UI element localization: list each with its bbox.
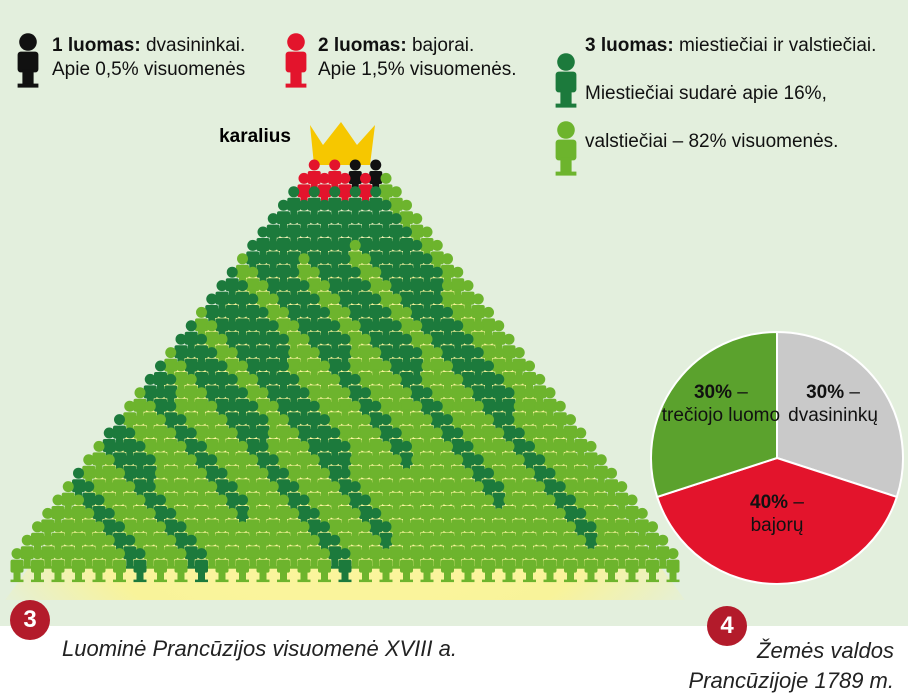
figure bbox=[667, 548, 680, 582]
page: karalius 1 luomas: dvasininkai. Apie 0,5%… bbox=[0, 0, 908, 698]
pie bbox=[651, 332, 903, 584]
legend-text: miestiečiai ir valstiečiai. bbox=[679, 35, 876, 56]
legend-note: valstiečiai – 82% visuomenės. bbox=[585, 130, 838, 154]
category: trečiojo luomo bbox=[662, 405, 780, 426]
legend-note: Apie 1,5% visuomenės. bbox=[318, 59, 517, 80]
value-label: 30% bbox=[806, 382, 844, 403]
legend-2: 2 luomas: bajorai. Apie 1,5% visuomenės. bbox=[318, 34, 517, 82]
legend-3: 3 luomas: miestiečiai ir valstiečiai. bbox=[585, 34, 876, 58]
separator: – bbox=[793, 492, 804, 513]
legend-text: bajorai. bbox=[412, 35, 474, 56]
figure bbox=[556, 121, 577, 175]
value-label: 40% bbox=[750, 492, 788, 513]
legend-bold: 2 luomas: bbox=[318, 35, 407, 56]
legend-bold: 3 luomas: bbox=[585, 35, 674, 56]
legend-note: Apie 0,5% visuomenės bbox=[52, 59, 245, 80]
pie-label: 40% –bajorų bbox=[717, 491, 837, 537]
category: bajorų bbox=[751, 515, 804, 536]
pie-label: 30% –dvasininkų bbox=[773, 381, 893, 427]
legend-note: Miestiečiai sudarė apie 16%, bbox=[585, 82, 827, 106]
king-label: karalius bbox=[219, 126, 291, 147]
crown bbox=[310, 122, 375, 165]
value-label: 30% bbox=[694, 382, 732, 403]
separator: – bbox=[849, 382, 860, 403]
figure bbox=[556, 53, 577, 107]
figure bbox=[18, 33, 39, 87]
category: dvasininkų bbox=[788, 405, 878, 426]
legend-bold: 1 luomas: bbox=[52, 35, 141, 56]
figure bbox=[286, 33, 307, 87]
pie-label: 30% –trečiojo luomo bbox=[661, 381, 781, 427]
separator: – bbox=[737, 382, 748, 403]
legend-text: dvasininkai. bbox=[146, 35, 245, 56]
caption: Žemės valdos Prancūzijoje 1789 m. bbox=[679, 636, 894, 696]
legend-1: 1 luomas: dvasininkai. Apie 0,5% visuomen… bbox=[52, 34, 245, 82]
badge: 3 bbox=[10, 600, 50, 640]
figure bbox=[11, 548, 24, 582]
caption: Luominė Prancūzijos visuomenė XVIII a. bbox=[62, 634, 457, 664]
